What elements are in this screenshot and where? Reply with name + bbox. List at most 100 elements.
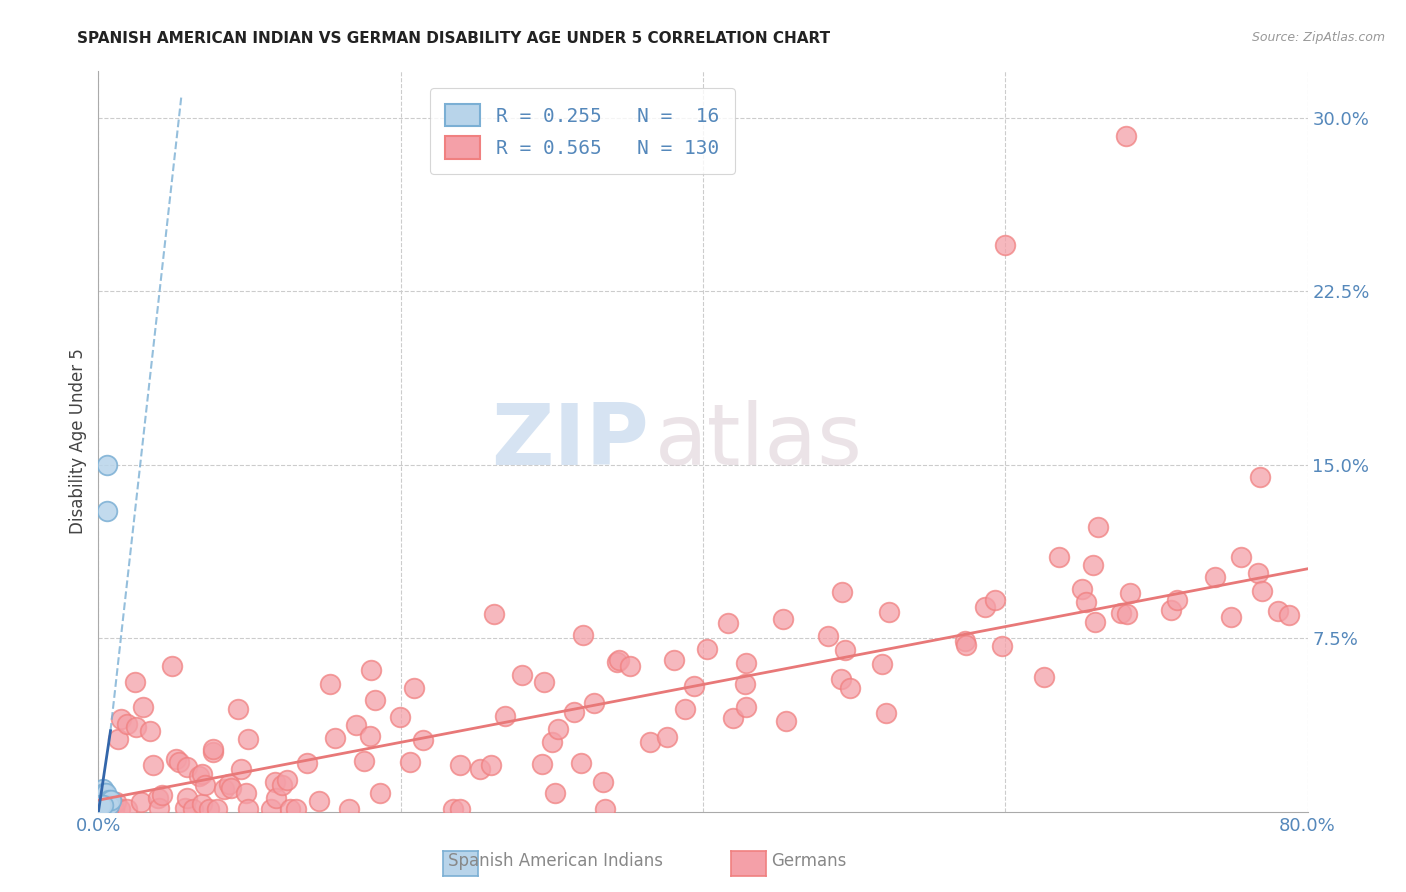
Point xyxy=(368,786,391,800)
Point xyxy=(1230,550,1253,565)
Point xyxy=(110,712,132,726)
Point xyxy=(592,775,614,789)
Point xyxy=(337,802,360,816)
Point xyxy=(582,696,605,710)
Point xyxy=(323,731,346,745)
Point xyxy=(696,642,718,657)
Point xyxy=(160,659,183,673)
Point xyxy=(494,709,516,723)
Point xyxy=(201,745,224,759)
Point xyxy=(191,766,214,780)
Point xyxy=(142,758,165,772)
Point xyxy=(107,731,129,746)
Point xyxy=(547,722,569,736)
Point xyxy=(1160,603,1182,617)
Point xyxy=(139,724,162,739)
Point xyxy=(593,802,616,816)
Point xyxy=(110,802,132,816)
Point xyxy=(96,504,118,518)
Point xyxy=(1047,549,1070,564)
Point xyxy=(91,781,114,796)
Point xyxy=(235,786,257,800)
Point xyxy=(673,702,696,716)
Point xyxy=(1166,592,1188,607)
Point xyxy=(238,802,260,816)
Point xyxy=(295,756,318,770)
Point xyxy=(353,754,375,768)
Point xyxy=(187,769,209,783)
Point xyxy=(129,795,152,809)
Point xyxy=(360,663,382,677)
Point xyxy=(717,615,740,630)
Point xyxy=(150,788,173,802)
Point xyxy=(94,793,117,807)
Point xyxy=(1076,595,1098,609)
Point xyxy=(181,802,204,816)
Point xyxy=(94,786,117,800)
Point xyxy=(174,801,197,815)
Point xyxy=(1204,570,1226,584)
Point xyxy=(955,634,977,648)
Point xyxy=(124,720,146,734)
Point xyxy=(359,729,381,743)
Point xyxy=(90,797,112,812)
Point xyxy=(284,802,307,816)
Point xyxy=(1267,604,1289,618)
Point xyxy=(1251,584,1274,599)
Point xyxy=(276,773,298,788)
Point xyxy=(278,802,301,816)
Point xyxy=(1084,615,1107,629)
Point xyxy=(775,714,797,729)
Point xyxy=(817,629,839,643)
Point xyxy=(1116,607,1139,621)
Point xyxy=(1081,558,1104,572)
Point xyxy=(990,640,1012,654)
Text: atlas: atlas xyxy=(655,400,863,483)
Point xyxy=(124,675,146,690)
Point xyxy=(219,780,242,795)
Point xyxy=(569,756,592,770)
Point xyxy=(1278,608,1301,623)
Point xyxy=(93,793,115,807)
Text: Germans: Germans xyxy=(770,852,846,870)
Point xyxy=(103,802,125,816)
Point xyxy=(264,790,287,805)
Point xyxy=(148,801,170,815)
Point xyxy=(260,802,283,816)
Point xyxy=(955,638,977,652)
Point xyxy=(544,786,567,800)
Point xyxy=(229,762,252,776)
Point xyxy=(533,674,555,689)
Point xyxy=(98,797,121,812)
Point xyxy=(115,802,138,816)
Point xyxy=(662,653,685,667)
Point xyxy=(449,758,471,772)
Point xyxy=(167,756,190,770)
Point xyxy=(484,607,506,621)
Legend: R = 0.255   N =  16, R = 0.565   N = 130: R = 0.255 N = 16, R = 0.565 N = 130 xyxy=(430,88,734,174)
Text: Source: ZipAtlas.com: Source: ZipAtlas.com xyxy=(1251,31,1385,45)
Point xyxy=(132,699,155,714)
Point xyxy=(93,786,115,800)
Point xyxy=(205,802,228,816)
Point xyxy=(839,681,862,695)
Point xyxy=(531,756,554,771)
Point xyxy=(619,658,641,673)
Point xyxy=(607,653,630,667)
Point xyxy=(364,693,387,707)
Point xyxy=(1249,470,1271,484)
Point xyxy=(198,802,221,816)
Point xyxy=(657,730,679,744)
Point xyxy=(404,681,426,695)
Point xyxy=(412,732,434,747)
Point xyxy=(830,673,852,687)
Point xyxy=(562,705,585,719)
Text: ZIP: ZIP xyxy=(491,400,648,483)
Point xyxy=(94,797,117,812)
Point xyxy=(870,657,893,671)
Point xyxy=(194,778,217,792)
Point xyxy=(388,710,411,724)
Point xyxy=(319,677,342,691)
Point xyxy=(176,790,198,805)
Point xyxy=(271,778,294,792)
